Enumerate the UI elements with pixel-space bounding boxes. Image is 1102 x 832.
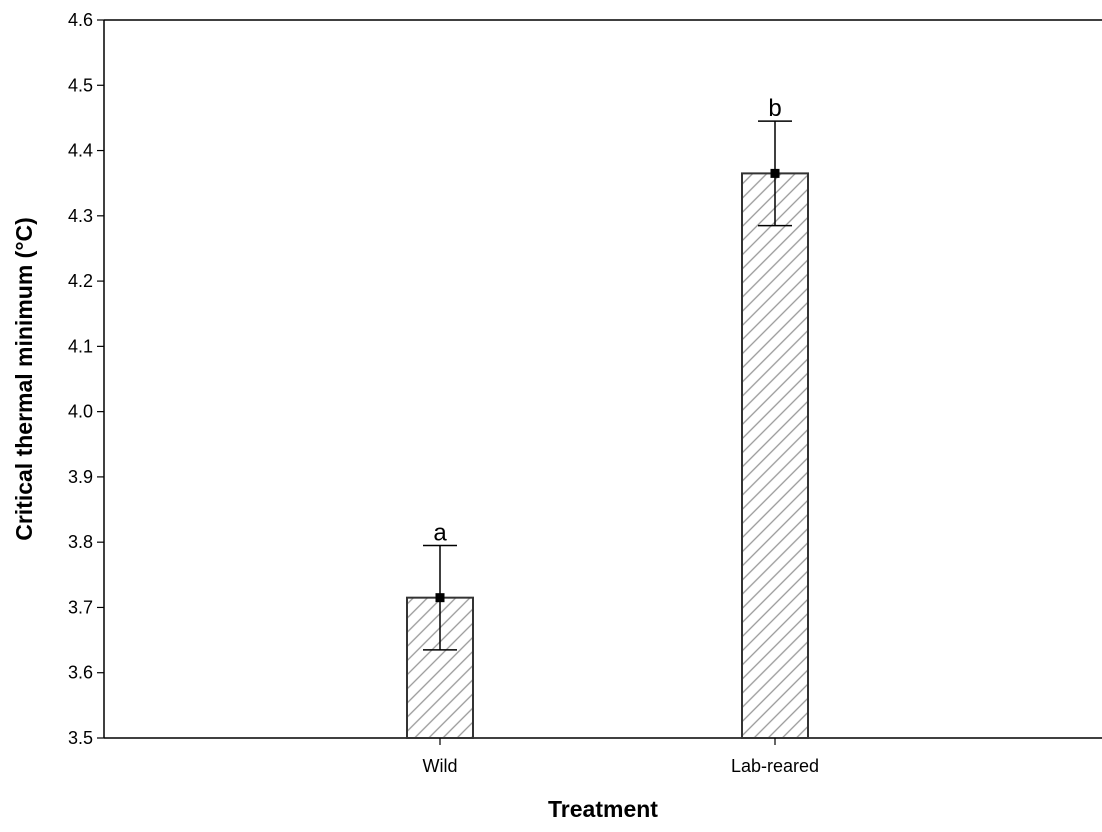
- y-tick-label: 3.9: [68, 467, 93, 487]
- y-tick-label: 3.8: [68, 532, 93, 552]
- x-tick-label: Wild: [423, 756, 458, 776]
- y-tick-label: 4.4: [68, 141, 93, 161]
- plot-frame: [103, 19, 1102, 739]
- x-axis-title: Treatment: [548, 796, 658, 822]
- y-axis: 3.5 3.6 3.7 3.8 3.9 4.0 4.1 4.2 4.3 4.4 4.5 4.6: [68, 10, 104, 748]
- bars: ab: [406, 95, 809, 739]
- mean-marker: [435, 593, 445, 603]
- x-axis: Wild Lab-reared: [423, 738, 819, 776]
- mean-marker: [770, 168, 780, 178]
- y-tick-label: 4.6: [68, 10, 93, 30]
- y-tick-label: 4.0: [68, 402, 93, 422]
- y-tick-label: 4.3: [68, 206, 93, 226]
- y-tick-label: 3.5: [68, 728, 93, 748]
- y-tick-label: 4.1: [68, 336, 93, 356]
- y-tick-label: 4.5: [68, 75, 93, 95]
- bar: [741, 172, 809, 739]
- y-tick-label: 3.6: [68, 663, 93, 683]
- x-tick-label: Lab-reared: [731, 756, 819, 776]
- y-tick-label: 4.2: [68, 271, 93, 291]
- significance-label: a: [433, 519, 447, 546]
- significance-label: b: [768, 95, 781, 122]
- y-axis-title: Critical thermal minimum (°C): [11, 217, 37, 541]
- y-tick-label: 3.7: [68, 597, 93, 617]
